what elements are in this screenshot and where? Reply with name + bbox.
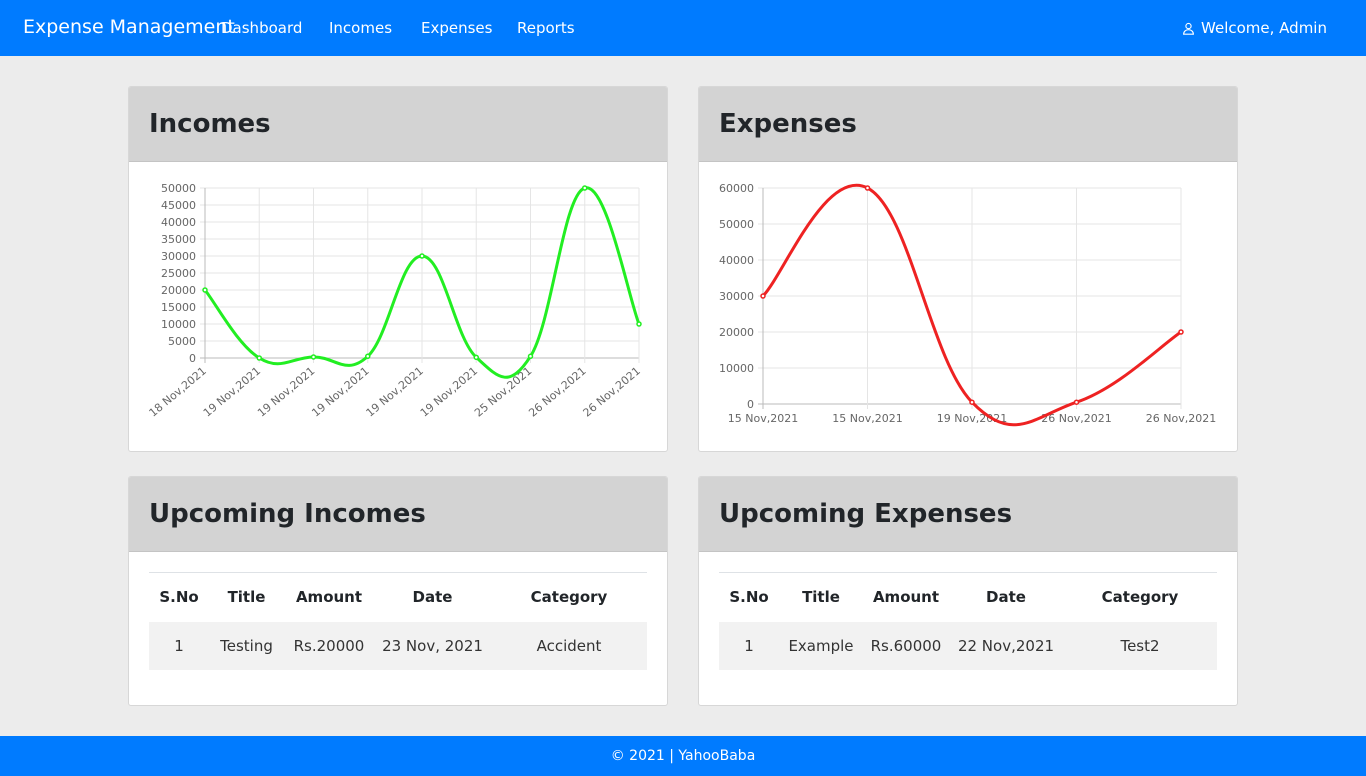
incomes-card: Incomes 0 5000 10000 15000 20000 25000 30000 35… bbox=[128, 86, 668, 452]
user-icon bbox=[1183, 22, 1194, 35]
cell-title: Testing bbox=[209, 621, 284, 670]
data-point bbox=[473, 354, 479, 361]
y-tick-label: 60000 bbox=[719, 182, 754, 195]
expenses-card-header: Expenses bbox=[699, 87, 1237, 162]
brand-logo[interactable]: Expense Management bbox=[23, 16, 235, 38]
x-tick-label: 15 Nov,2021 bbox=[728, 412, 798, 425]
x-tick-label: 19 Nov,2021 bbox=[309, 364, 371, 419]
x-tick-label: 15 Nov,2021 bbox=[832, 412, 902, 425]
table-header-row: S.No Title Amount Date Category bbox=[719, 572, 1217, 622]
y-tick-label: 0 bbox=[189, 352, 196, 365]
user-menu[interactable]: Welcome, Admin bbox=[1182, 19, 1327, 37]
upcoming-expenses-table: S.No Title Amount Date Category 1 Exampl… bbox=[719, 572, 1217, 670]
data-point bbox=[527, 353, 534, 360]
y-tick-label: 30000 bbox=[719, 290, 754, 303]
nav-expenses[interactable]: Expenses bbox=[421, 19, 493, 37]
col-amount: Amount bbox=[295, 588, 363, 607]
cell-date: 23 Nov, 2021 bbox=[374, 621, 491, 670]
data-point bbox=[365, 353, 371, 360]
cell-title: Example bbox=[779, 621, 863, 670]
footer-text: © 2021 | YahooBaba bbox=[610, 748, 756, 764]
data-point bbox=[419, 253, 425, 259]
col-category: Category bbox=[530, 588, 608, 607]
y-tick-label: 45000 bbox=[161, 199, 196, 212]
col-sno: S.No bbox=[729, 588, 769, 607]
x-tick-label: 26 Nov,2021 bbox=[1146, 412, 1216, 425]
y-tick-label: 40000 bbox=[161, 216, 196, 229]
y-tick-label: 20000 bbox=[161, 284, 196, 297]
col-title: Title bbox=[802, 588, 840, 607]
table-row: 1 Testing Rs.20000 23 Nov, 2021 Accident bbox=[149, 621, 647, 670]
x-tick-label: 19 Nov,2021 bbox=[255, 364, 317, 419]
data-point bbox=[256, 355, 262, 361]
data-point bbox=[202, 287, 208, 293]
table-row: 1 Example Rs.60000 22 Nov,2021 Test2 bbox=[719, 621, 1217, 670]
y-tick-label: 25000 bbox=[161, 267, 196, 280]
y-tick-label: 0 bbox=[747, 398, 754, 411]
upcoming-incomes-header: Upcoming Incomes bbox=[129, 477, 667, 552]
table-header-row: S.No Title Amount Date Category bbox=[149, 572, 647, 622]
data-point bbox=[969, 399, 975, 405]
y-tick-label: 15000 bbox=[161, 301, 196, 314]
upcoming-incomes-card: Upcoming Incomes S.No Title Amount Date … bbox=[128, 476, 668, 706]
col-date: Date bbox=[412, 588, 453, 607]
nav-reports[interactable]: Reports bbox=[517, 19, 575, 37]
x-tick-label: 19 Nov,2021 bbox=[418, 364, 480, 419]
welcome-text: Welcome, Admin bbox=[1201, 19, 1327, 37]
col-date: Date bbox=[986, 588, 1026, 607]
x-tick-label: 19 Nov,2021 bbox=[364, 364, 426, 419]
col-category: Category bbox=[1101, 588, 1179, 607]
y-tick-label: 35000 bbox=[161, 233, 196, 246]
upcoming-incomes-table: S.No Title Amount Date Category 1 Testin… bbox=[149, 572, 647, 670]
nav-dashboard[interactable]: Dashboard bbox=[221, 19, 303, 37]
footer: © 2021 | YahooBaba bbox=[0, 736, 1366, 776]
cell-category: Accident bbox=[491, 621, 647, 670]
upcoming-incomes-title: Upcoming Incomes bbox=[149, 499, 426, 529]
data-point bbox=[310, 354, 317, 360]
col-title: Title bbox=[227, 588, 266, 607]
data-point bbox=[582, 185, 588, 191]
nav-incomes[interactable]: Incomes bbox=[329, 19, 393, 37]
upcoming-expenses-card: Upcoming Expenses S.No Title Amount Date… bbox=[698, 476, 1238, 706]
y-tick-label: 5000 bbox=[168, 335, 196, 348]
data-point bbox=[864, 185, 871, 191]
data-point bbox=[636, 321, 642, 327]
x-tick-label: 26 Nov,2021 bbox=[581, 364, 643, 419]
expenses-card: Expenses 0 10000 20000 30000 40000 50000 60000… bbox=[698, 86, 1238, 452]
incomes-title: Incomes bbox=[149, 109, 271, 139]
col-sno: S.No bbox=[159, 588, 199, 607]
y-tick-label: 10000 bbox=[161, 318, 196, 331]
series-line bbox=[761, 183, 1182, 427]
y-tick-label: 40000 bbox=[719, 254, 754, 267]
cell-amount: Rs.20000 bbox=[284, 621, 374, 670]
cell-sno: 1 bbox=[719, 621, 779, 670]
x-tick-label: 26 Nov,2021 bbox=[526, 364, 588, 419]
incomes-card-header: Incomes bbox=[129, 87, 667, 162]
y-tick-label: 50000 bbox=[719, 218, 754, 231]
series-line bbox=[203, 186, 641, 379]
expenses-title: Expenses bbox=[719, 109, 857, 139]
upcoming-expenses-title: Upcoming Expenses bbox=[719, 499, 1013, 529]
upcoming-expenses-header: Upcoming Expenses bbox=[699, 477, 1237, 552]
x-tick-label: 18 Nov,2021 bbox=[147, 364, 209, 419]
data-point bbox=[760, 293, 766, 299]
expenses-chart: 0 10000 20000 30000 40000 50000 60000 15 Nov,20… bbox=[719, 182, 1216, 427]
data-point bbox=[1178, 329, 1184, 335]
cell-amount: Rs.60000 bbox=[863, 621, 949, 670]
y-tick-label: 30000 bbox=[161, 250, 196, 263]
y-tick-label: 20000 bbox=[719, 326, 754, 339]
data-point bbox=[1073, 399, 1080, 405]
incomes-chart: 0 5000 10000 15000 20000 25000 30000 35000 40000… bbox=[147, 182, 643, 420]
x-tick-label: 25 Nov,2021 bbox=[472, 364, 534, 419]
x-tick-label: 19 Nov,2021 bbox=[937, 412, 1007, 425]
col-amount: Amount bbox=[872, 588, 940, 607]
y-tick-label: 50000 bbox=[161, 182, 196, 195]
x-tick-label: 19 Nov,2021 bbox=[201, 364, 263, 419]
top-navbar: Expense Management Dashboard Incomes Exp… bbox=[0, 0, 1366, 56]
cell-date: 22 Nov,2021 bbox=[949, 621, 1063, 670]
cell-category: Test2 bbox=[1063, 621, 1217, 670]
y-tick-label: 10000 bbox=[719, 362, 754, 375]
cell-sno: 1 bbox=[149, 621, 209, 670]
x-tick-label: 26 Nov,2021 bbox=[1041, 412, 1111, 425]
